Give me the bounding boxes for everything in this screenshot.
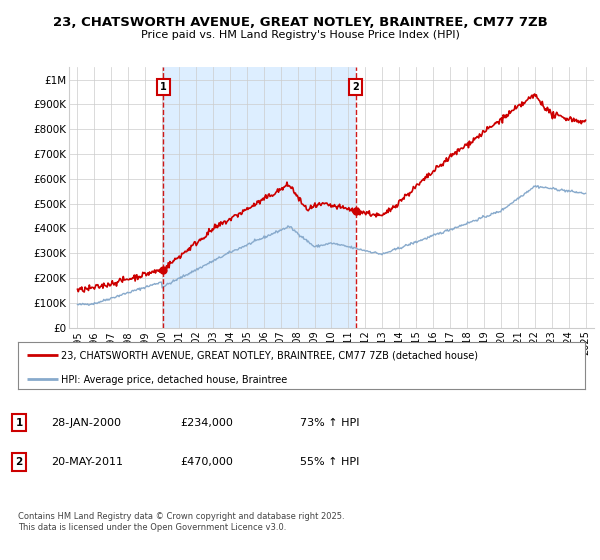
Text: 2: 2 bbox=[16, 457, 23, 467]
Text: Contains HM Land Registry data © Crown copyright and database right 2025.
This d: Contains HM Land Registry data © Crown c… bbox=[18, 512, 344, 532]
Text: HPI: Average price, detached house, Braintree: HPI: Average price, detached house, Brai… bbox=[61, 375, 287, 385]
Text: 28-JAN-2000: 28-JAN-2000 bbox=[51, 418, 121, 428]
Text: Price paid vs. HM Land Registry's House Price Index (HPI): Price paid vs. HM Land Registry's House … bbox=[140, 30, 460, 40]
Text: 20-MAY-2011: 20-MAY-2011 bbox=[51, 457, 123, 467]
Text: 55% ↑ HPI: 55% ↑ HPI bbox=[300, 457, 359, 467]
Bar bbox=[163, 67, 356, 328]
Text: 23, CHATSWORTH AVENUE, GREAT NOTLEY, BRAINTREE, CM77 7ZB: 23, CHATSWORTH AVENUE, GREAT NOTLEY, BRA… bbox=[53, 16, 547, 29]
Text: £470,000: £470,000 bbox=[180, 457, 233, 467]
Text: 2: 2 bbox=[352, 82, 359, 92]
Text: 73% ↑ HPI: 73% ↑ HPI bbox=[300, 418, 359, 428]
Text: 23, CHATSWORTH AVENUE, GREAT NOTLEY, BRAINTREE, CM77 7ZB (detached house): 23, CHATSWORTH AVENUE, GREAT NOTLEY, BRA… bbox=[61, 351, 478, 361]
Text: 1: 1 bbox=[16, 418, 23, 428]
Text: 1: 1 bbox=[160, 82, 167, 92]
Text: £234,000: £234,000 bbox=[180, 418, 233, 428]
